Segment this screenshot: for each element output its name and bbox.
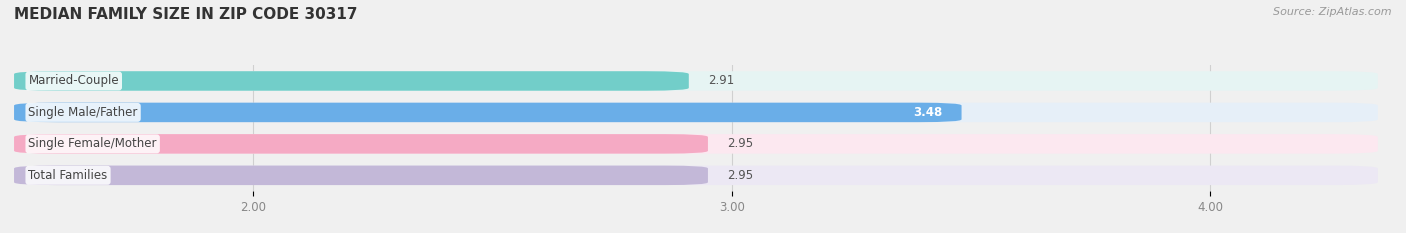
FancyBboxPatch shape	[14, 166, 709, 185]
Text: 2.91: 2.91	[709, 75, 734, 87]
FancyBboxPatch shape	[14, 103, 1378, 122]
Text: Single Female/Mother: Single Female/Mother	[28, 137, 157, 150]
FancyBboxPatch shape	[14, 71, 1378, 91]
Text: 2.95: 2.95	[727, 137, 754, 150]
FancyBboxPatch shape	[14, 71, 689, 91]
Text: Single Male/Father: Single Male/Father	[28, 106, 138, 119]
FancyBboxPatch shape	[14, 134, 709, 154]
FancyBboxPatch shape	[14, 134, 1378, 154]
Text: 3.48: 3.48	[912, 106, 942, 119]
Text: Total Families: Total Families	[28, 169, 108, 182]
FancyBboxPatch shape	[14, 103, 962, 122]
FancyBboxPatch shape	[14, 166, 1378, 185]
Text: Married-Couple: Married-Couple	[28, 75, 120, 87]
Text: 2.95: 2.95	[727, 169, 754, 182]
Text: MEDIAN FAMILY SIZE IN ZIP CODE 30317: MEDIAN FAMILY SIZE IN ZIP CODE 30317	[14, 7, 357, 22]
Text: Source: ZipAtlas.com: Source: ZipAtlas.com	[1274, 7, 1392, 17]
